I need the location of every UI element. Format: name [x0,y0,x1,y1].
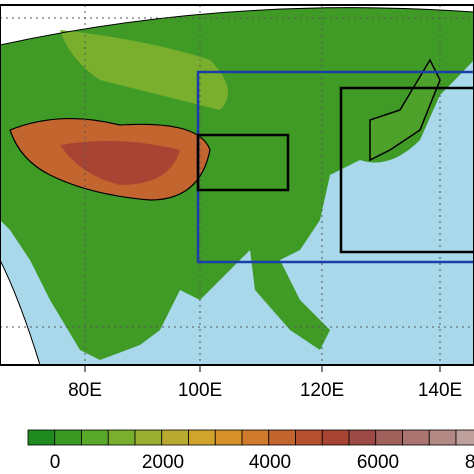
colorbar-bin [402,429,430,446]
colorbar-bin [161,429,189,446]
colorbar-bin [107,429,136,446]
colorbar-bin [268,429,296,446]
longitude-label: 120E [300,380,344,401]
colorbar-bin [241,429,270,446]
colorbar-label: 0 [50,452,61,473]
colorbar-label: 4000 [249,452,291,473]
colorbar-label: 6000 [357,452,399,473]
highlands-north [60,30,228,110]
japan [369,58,441,162]
colorbar-label: 8000 [465,452,474,473]
colorbar-bin [375,429,403,446]
colorbar-bin [27,429,56,446]
longitude-label: 100E [178,380,222,401]
longitude-label: 80E [68,380,102,401]
colorbar-bin [428,429,457,446]
coastline [0,7,474,365]
map-frame [0,4,474,366]
longitude-labels: 80E 100E 120E 140E [68,365,462,401]
colorbar-bin [81,429,109,446]
colorbar-label: 2000 [142,452,184,473]
colorbar-bin [455,429,474,446]
colorbar: 0 2000 4000 6000 8000 [27,429,474,473]
colorbar-bin [188,429,216,446]
colorbar-bin [214,429,243,446]
plateau-core [60,141,180,185]
colorbar-bin [321,429,350,446]
longitude-label: 140E [418,380,462,401]
land [0,7,474,360]
colorbar-bin [348,429,377,446]
domain-box [339,86,474,254]
domain-box [196,133,290,192]
map-area [0,5,474,365]
colorbar-bin [295,429,323,446]
colorbar-bin [54,429,82,446]
colorbar-bin [134,429,163,446]
